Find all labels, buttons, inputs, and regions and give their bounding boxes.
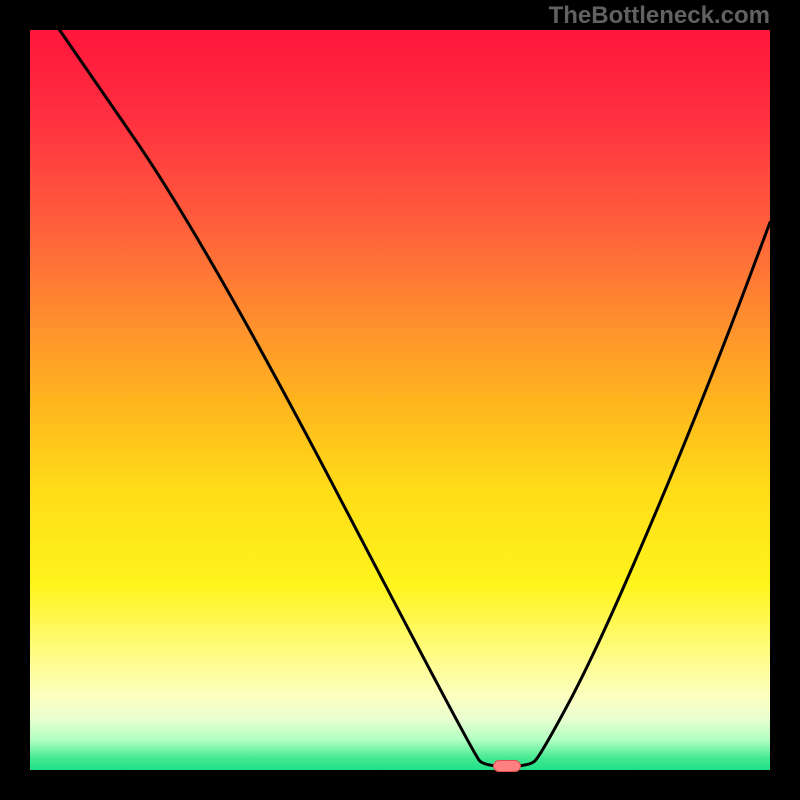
chart-svg (30, 30, 770, 770)
bottleneck-chart: TheBottleneck.com (0, 0, 800, 800)
gradient-background (30, 30, 770, 770)
optimal-point-marker (493, 760, 521, 772)
watermark: TheBottleneck.com (549, 2, 770, 30)
plot-area (30, 30, 770, 770)
